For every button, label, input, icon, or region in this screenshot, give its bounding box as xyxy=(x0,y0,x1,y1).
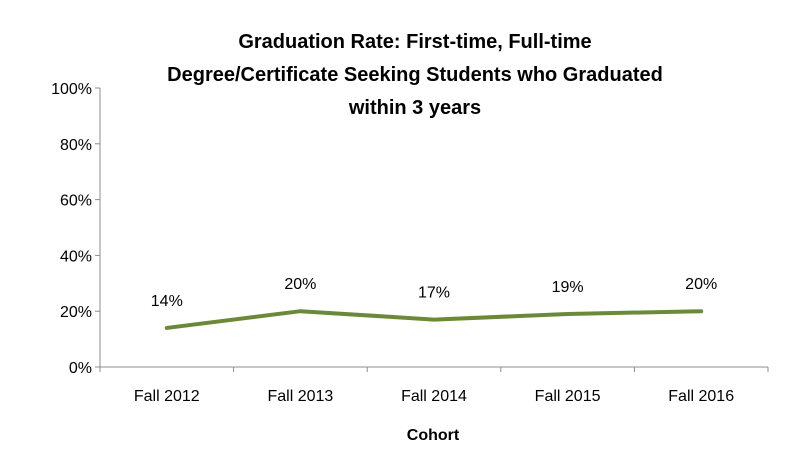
y-tick-label: 100% xyxy=(51,81,92,98)
data-label: 20% xyxy=(284,276,316,293)
data-label: 17% xyxy=(418,285,450,302)
y-tick-label: 40% xyxy=(60,248,92,265)
x-tick-label: Fall 2015 xyxy=(535,388,601,405)
data-label: 20% xyxy=(685,276,717,293)
chart-title: Graduation Rate: First-time, Full-time D… xyxy=(167,31,663,119)
y-axis: 0% 20% 40% 60% 80% 100% xyxy=(51,81,101,377)
x-tick-label: Fall 2014 xyxy=(401,388,467,405)
data-label: 14% xyxy=(151,293,183,310)
y-tick-label: 0% xyxy=(69,360,92,377)
x-tick-label: Fall 2016 xyxy=(668,388,734,405)
y-tick-label: 20% xyxy=(60,304,92,321)
y-tick-label: 60% xyxy=(60,193,92,210)
x-tick-label: Fall 2013 xyxy=(267,388,333,405)
series-graduation-rate: 14% 20% 17% 19% 20% xyxy=(151,276,717,330)
x-axis: Fall 2012 Fall 2013 Fall 2014 Fall 2015 Fall… xyxy=(99,366,769,405)
x-axis-title: Cohort xyxy=(407,427,460,444)
y-tick-label: 80% xyxy=(60,137,92,154)
x-tick-label: Fall 2012 xyxy=(134,388,200,405)
data-label: 19% xyxy=(552,279,584,296)
